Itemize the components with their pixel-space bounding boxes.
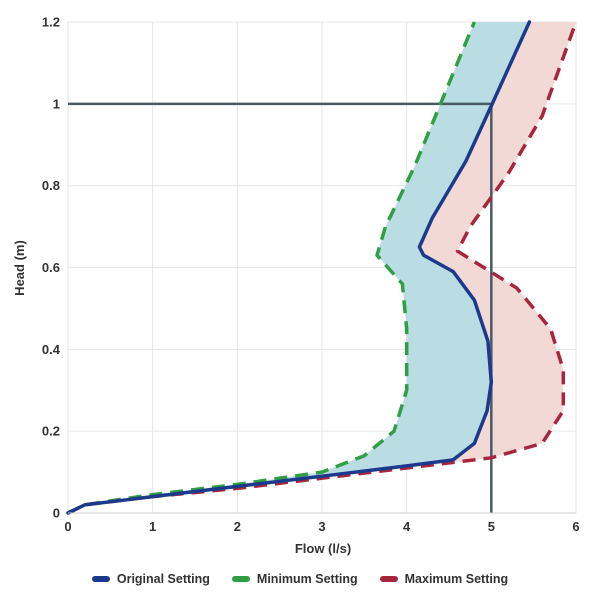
series-lines (66, 20, 578, 515)
legend-item-maximum: Maximum Setting (379, 572, 509, 586)
legend-swatch-maximum (379, 576, 398, 582)
x-tick-label: 1 (149, 519, 156, 534)
y-tick-label: 0 (53, 506, 60, 521)
legend-item-original: Original Setting (91, 572, 210, 586)
x-tick-label: 6 (572, 519, 579, 534)
shaded-bands (68, 22, 576, 513)
y-tick-label: 0.2 (42, 424, 60, 439)
x-tick-label: 4 (403, 519, 411, 534)
legend-label-original: Original Setting (116, 572, 210, 586)
y-tick-label: 1 (53, 96, 60, 111)
x-axis-title: Flow (l/s) (295, 541, 351, 556)
legend-swatch-minimum (231, 576, 250, 582)
band-original-maximum (68, 22, 576, 513)
y-tick-label: 0.4 (42, 342, 61, 357)
x-tick-label: 2 (234, 519, 241, 534)
legend-label-minimum: Minimum Setting (256, 572, 358, 586)
x-tick-label: 3 (318, 519, 325, 534)
y-axis-title: Head (m) (12, 240, 27, 296)
legend-label-maximum: Maximum Setting (404, 572, 509, 586)
reference-lines (68, 102, 493, 513)
band-minimum-original (68, 22, 530, 513)
legend-swatch-original (91, 576, 110, 582)
legend-item-minimum: Minimum Setting (231, 572, 358, 586)
x-tick-label: 0 (64, 519, 71, 534)
x-tick-label: 5 (488, 519, 495, 534)
y-tick-label: 1.2 (42, 15, 60, 30)
legend: Original Setting Minimum Setting Maximum… (0, 568, 600, 590)
y-tick-label: 0.6 (42, 260, 60, 275)
series-line-minimum (67, 21, 477, 515)
series-line-original (66, 20, 532, 515)
axes: 0 1 2 3 4 5 6 0 0.2 0.4 0.6 0.8 1 1.2 (42, 15, 580, 535)
y-tick-label: 0.8 (42, 178, 60, 193)
